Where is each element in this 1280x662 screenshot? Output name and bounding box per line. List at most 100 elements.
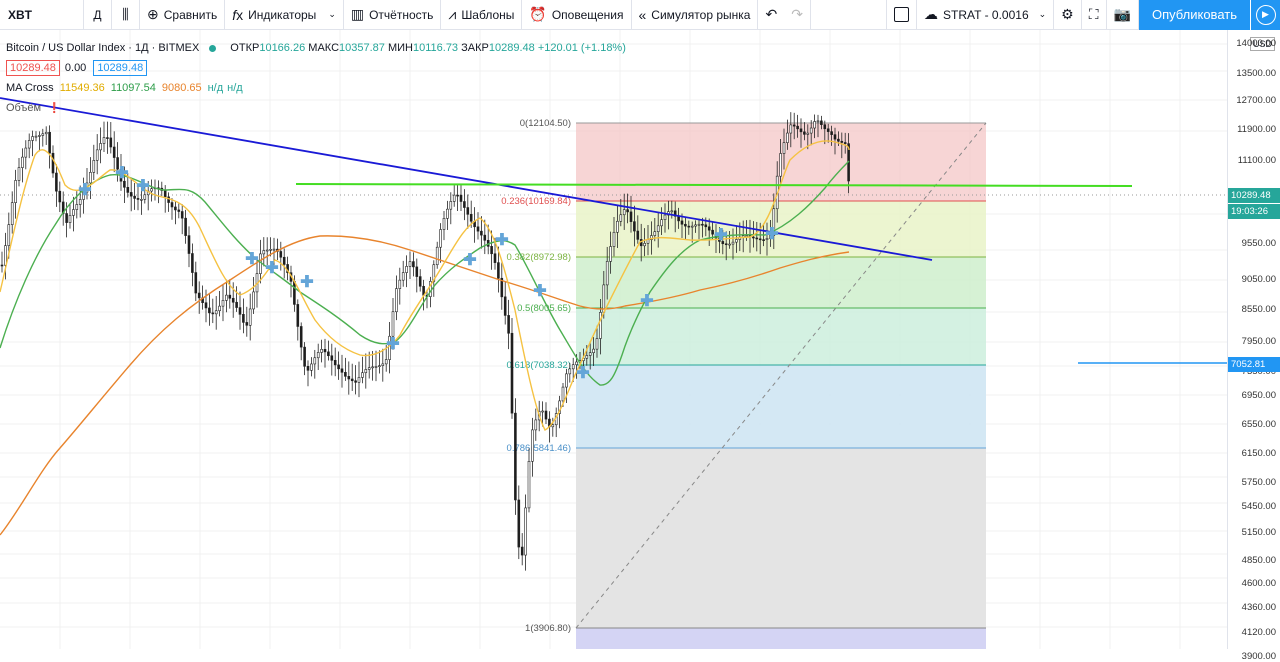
candle-body <box>724 243 728 246</box>
candle-body <box>544 410 548 420</box>
candle-body <box>34 135 38 138</box>
candle-body <box>184 217 187 236</box>
candle-body <box>381 363 385 366</box>
candle-body <box>344 372 347 377</box>
candle-body <box>585 355 589 359</box>
volume-row[interactable]: Объём ❗ <box>6 98 630 118</box>
candle-body <box>364 369 368 374</box>
undo-button[interactable]: ↶ <box>758 0 784 30</box>
fib-label-1: 1(3906.80) <box>525 623 571 634</box>
price-chart[interactable]: 0(12104.50) 0.236(10169.84) 0.382(8972.9… <box>0 30 1227 649</box>
resistance-line[interactable] <box>295 183 1133 187</box>
replay-button[interactable]: « Симулятор рынка <box>632 0 759 30</box>
ma-cross-row[interactable]: MA Cross 11549.36 11097.54 9080.65 н/д н… <box>6 78 630 98</box>
price-tick: 9550.00 <box>1241 238 1276 249</box>
candle-body <box>609 246 612 262</box>
ask-box[interactable]: 10289.48 <box>93 60 148 76</box>
candle-body <box>116 157 119 170</box>
candle-body <box>123 180 126 188</box>
symbol-search[interactable]: XBT <box>0 0 84 30</box>
toolbar-right: ☁ STRAT - 0.0016 ⌄ ⚙ ⛶ 📷 Опубликовать ▶ <box>886 0 1280 30</box>
candle-body <box>170 202 174 208</box>
fib-zone-382 <box>576 257 986 308</box>
candle-body <box>310 363 313 371</box>
candle-body <box>629 211 633 222</box>
candle-body <box>412 261 415 268</box>
candle-body <box>466 207 470 215</box>
candle-body <box>218 305 221 312</box>
candle-body <box>432 264 436 282</box>
candle-body <box>102 137 106 144</box>
snapshot-button[interactable]: 📷 <box>1107 0 1139 30</box>
settings-button[interactable]: ⚙ <box>1054 0 1082 30</box>
candle-body <box>633 221 636 232</box>
candle-body <box>483 234 487 241</box>
price-tick: 4120.00 <box>1241 627 1276 638</box>
candle-body <box>204 302 208 309</box>
candle-body <box>208 307 211 314</box>
price-tick: 12700.00 <box>1236 95 1276 106</box>
bid-box[interactable]: 10289.48 <box>6 60 60 76</box>
candle-body <box>296 304 300 327</box>
alerts-button[interactable]: ⏰ Оповещения <box>522 0 632 30</box>
market-status-icon <box>209 44 217 52</box>
candle-body <box>391 311 395 337</box>
candle-body <box>721 241 725 245</box>
top-toolbar: XBT Д ⫼ ⊕ Сравнить fx Индикаторы ⌄ ▥ Отчётно… <box>0 0 1280 30</box>
fullscreen-button[interactable]: ⛶ <box>1082 0 1107 30</box>
candle-body <box>89 172 92 184</box>
price-axis[interactable]: USD 14000.00 13500.00 12700.00 11900.00 1110… <box>1227 30 1280 662</box>
candle-body <box>728 243 731 246</box>
candle-body <box>163 190 167 198</box>
candle-body <box>456 194 459 197</box>
candle-body <box>388 335 391 360</box>
fx-icon: fx <box>232 6 244 23</box>
candle-body <box>435 246 439 266</box>
redo-button[interactable]: ↷ <box>784 0 811 30</box>
candle-body <box>476 226 480 232</box>
candle-body <box>575 361 578 366</box>
templates-button[interactable]: ⩘ Шаблоны <box>441 0 523 30</box>
price-tick: 7950.00 <box>1241 336 1276 347</box>
candle-body <box>622 209 626 216</box>
candle-body <box>303 346 306 367</box>
undo-icon: ↶ <box>765 6 778 22</box>
candle-body <box>524 507 527 556</box>
strategy-button[interactable]: ☁ STRAT - 0.0016 ⌄ <box>917 0 1055 30</box>
candle-body <box>602 284 606 313</box>
candle-body <box>796 125 799 130</box>
candle-body <box>571 364 575 370</box>
indicators-button[interactable]: fx Индикаторы ⌄ <box>225 0 344 30</box>
candle-body <box>367 367 371 370</box>
chart-type-button[interactable]: ⫼ <box>112 0 140 30</box>
candle-body <box>837 138 840 142</box>
candle-body <box>7 224 11 246</box>
layout-button[interactable] <box>886 0 918 30</box>
candle-body <box>599 312 602 339</box>
interval-button[interactable]: Д <box>84 0 112 30</box>
candle-body <box>809 127 813 134</box>
reports-button[interactable]: ▥ Отчётность <box>344 0 442 30</box>
symbol-row: Bitcoin / US Dollar Index · 1Д · BITMEX … <box>6 38 630 58</box>
publish-button[interactable]: Опубликовать <box>1138 0 1250 30</box>
candle-body <box>395 288 398 313</box>
replay-label: Симулятор рынка <box>651 7 751 22</box>
candle-body <box>527 461 531 509</box>
currency-label[interactable]: USD <box>1249 37 1275 51</box>
candle-body <box>418 276 422 287</box>
symbol-title[interactable]: Bitcoin / US Dollar Index · 1Д · BITMEX <box>6 42 200 54</box>
candle-body <box>347 376 351 380</box>
candle-body <box>680 220 684 225</box>
candle-body <box>660 219 663 227</box>
candle-body <box>174 206 177 211</box>
cross-marker-icon: ✚ <box>463 252 476 269</box>
candle-body <box>282 256 286 265</box>
candle-body <box>463 201 466 208</box>
compare-button[interactable]: ⊕ Сравнить <box>140 0 226 30</box>
trendline[interactable] <box>0 97 933 261</box>
candle-body <box>112 146 116 158</box>
candle-body <box>490 246 493 255</box>
play-button[interactable]: ▶ <box>1250 0 1280 30</box>
candle-body <box>503 296 507 316</box>
cross-marker-icon: ✚ <box>495 232 508 249</box>
